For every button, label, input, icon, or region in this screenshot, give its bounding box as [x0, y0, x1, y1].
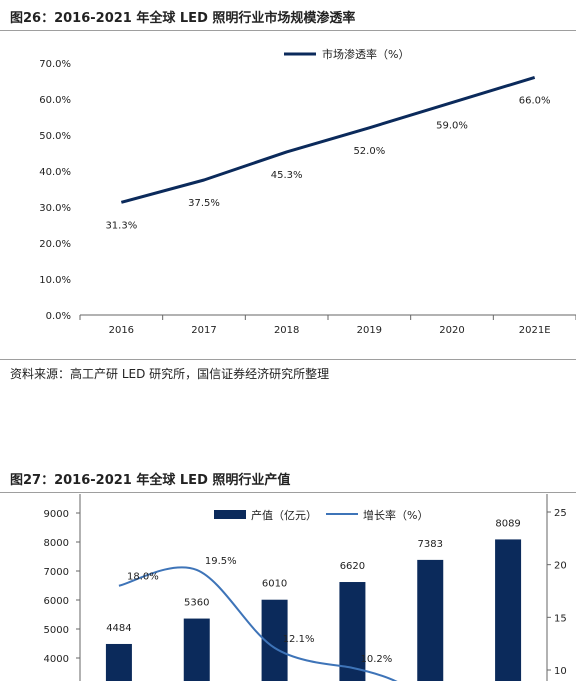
data-label: 59.0% — [436, 121, 468, 132]
bar-output — [183, 618, 210, 681]
y-tick-label: 4000 — [44, 654, 69, 665]
y-tick-label: 40.0% — [39, 167, 71, 178]
x-tick-label: 2021E — [519, 325, 551, 336]
output-bar-chart: 4000 5000 6000 7000 8000 9000 10 15 20 25 4484 5360… — [44, 494, 567, 681]
y-tick-label: 30.0% — [39, 203, 71, 214]
y-tick-label: 20.0% — [39, 239, 71, 250]
bar-output — [417, 559, 444, 681]
y-tick-label: 0.0% — [46, 311, 71, 322]
x-tick-label: 2019 — [357, 325, 382, 336]
divider-line — [0, 492, 576, 493]
bar-label: 5360 — [184, 598, 209, 609]
data-label: 31.3% — [105, 220, 137, 231]
bar-label: 6620 — [340, 561, 365, 572]
x-tick-label: 2018 — [274, 325, 299, 336]
figure27-title: 图27：2016-2021 年全球 LED 照明行业产值 — [10, 473, 291, 488]
y-tick-label: 10.0% — [39, 275, 71, 286]
divider-line — [0, 30, 576, 31]
x-tick-label: 2020 — [439, 325, 464, 336]
bar-output — [105, 643, 132, 681]
y-tick-label: 60.0% — [39, 95, 71, 106]
growth-label: 19.5% — [205, 556, 237, 567]
y-tick-label: 5000 — [44, 625, 69, 636]
legend-label: 市场渗透率（%） — [322, 47, 409, 61]
y-tick-label: 7000 — [44, 567, 69, 578]
bar-label: 4484 — [106, 623, 131, 634]
y-tick-label: 6000 — [44, 596, 69, 607]
y-tick-label: 70.0% — [39, 59, 71, 70]
y2-tick-label: 15 — [554, 613, 567, 624]
bar-output — [339, 582, 366, 681]
y2-tick-label: 20 — [554, 561, 567, 572]
bar-label: 8089 — [495, 518, 520, 529]
penetration-line-chart: 0.0% 10.0% 20.0% 30.0% 40.0% 50.0% 60.0% 70.0% 2… — [39, 47, 576, 336]
bar-output — [495, 539, 522, 681]
bar-label: 6010 — [262, 579, 287, 590]
data-label: 45.3% — [271, 170, 303, 181]
growth-label: 12.1% — [283, 634, 315, 645]
figure26-title: 图26：2016-2021 年全球 LED 照明行业市场规模渗透率 — [10, 11, 356, 26]
data-label: 52.0% — [353, 146, 385, 157]
series-line-penetration — [120, 75, 536, 204]
growth-label: 18.0% — [127, 572, 159, 583]
y-tick-label: 9000 — [44, 509, 69, 520]
y-tick-label: 50.0% — [39, 131, 71, 142]
x-tick-label: 2017 — [191, 325, 216, 336]
series-line-growth — [118, 566, 398, 681]
data-label: 66.0% — [519, 95, 551, 106]
y2-tick-label: 25 — [554, 508, 567, 519]
divider-line — [0, 359, 576, 360]
y2-tick-label: 10 — [554, 666, 567, 677]
source-note: 资料来源：高工产研 LED 研究所，国信证券经济研究所整理 — [10, 367, 330, 381]
y-tick-label: 8000 — [44, 538, 69, 549]
growth-label: 10.2% — [361, 654, 393, 665]
bar-label: 7383 — [418, 539, 443, 550]
legend-label: 产值（亿元） — [251, 508, 317, 522]
x-tick-label: 2016 — [109, 325, 134, 336]
legend-label: 增长率（%） — [363, 508, 428, 522]
data-label: 37.5% — [188, 198, 220, 209]
legend-bar-swatch — [214, 510, 246, 519]
